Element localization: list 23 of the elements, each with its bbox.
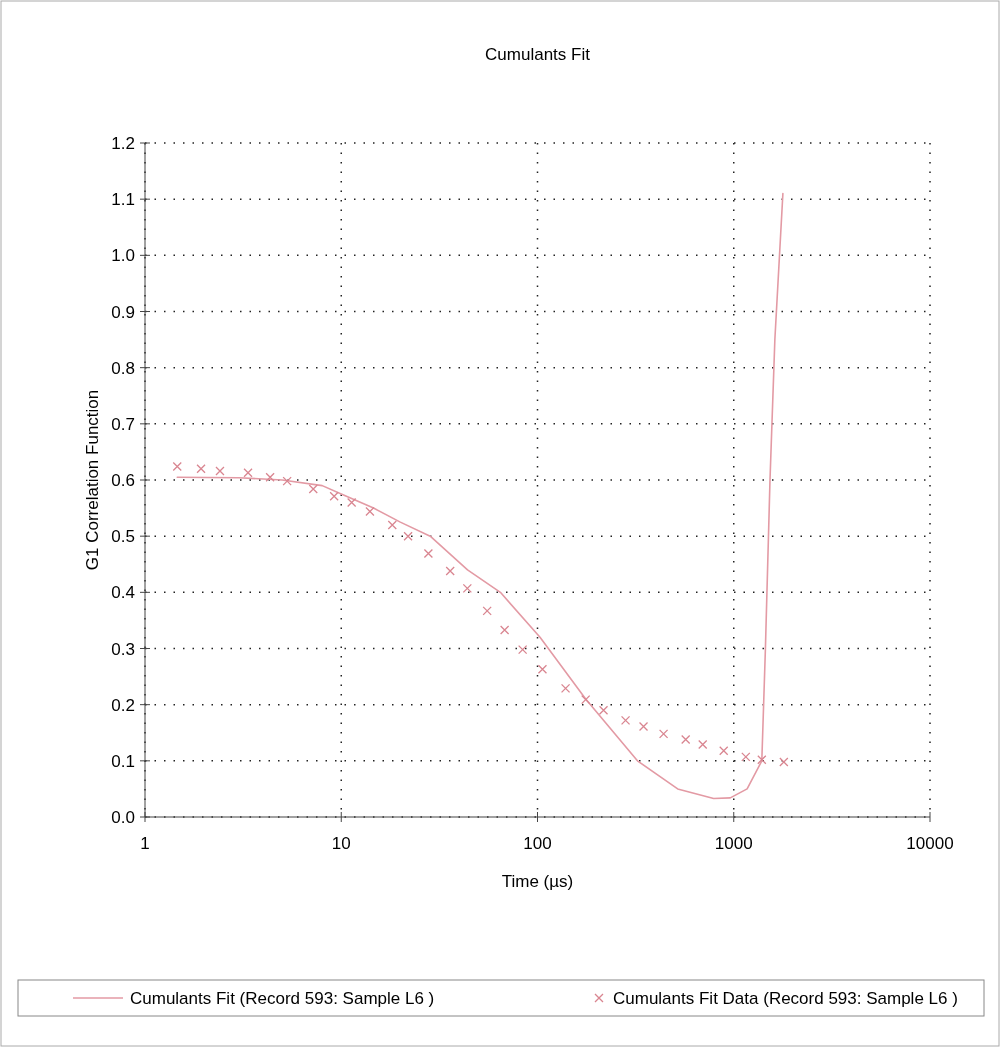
- y-axis-title: G1 Correlation Function: [83, 389, 102, 571]
- y-tick-label: 0.4: [111, 583, 135, 603]
- y-tick-label: 0.1: [111, 751, 135, 771]
- x-tick-label: 1000: [714, 834, 753, 853]
- x-axis-title: Time (µs): [501, 872, 574, 891]
- y-tick-label: 1.0: [111, 246, 135, 266]
- x-tick-label: 1: [140, 834, 150, 853]
- y-tick-label: 0.3: [111, 639, 135, 659]
- chart-title: Cumulants Fit: [485, 45, 591, 64]
- y-tick-label: 0.9: [111, 302, 135, 322]
- y-tick-label: 0.2: [111, 695, 135, 715]
- legend-label: Cumulants Fit Data (Record 593: Sample L6 ): [613, 989, 958, 1008]
- x-tick-label: 10: [331, 834, 351, 853]
- y-tick-label: 0.8: [111, 358, 135, 378]
- x-tick-label: 10000: [906, 834, 954, 853]
- y-tick-label: 0.7: [111, 414, 135, 434]
- y-tick-label: 0.0: [111, 808, 135, 827]
- y-tick-label: 0.6: [111, 471, 135, 490]
- x-tick-label: 100: [523, 834, 552, 853]
- y-tick-label: 1.2: [111, 134, 135, 153]
- y-tick-label: 1.1: [111, 190, 135, 210]
- legend-label: Cumulants Fit (Record 593: Sample L6 ): [130, 989, 435, 1008]
- y-tick-label: 0.5: [111, 527, 135, 547]
